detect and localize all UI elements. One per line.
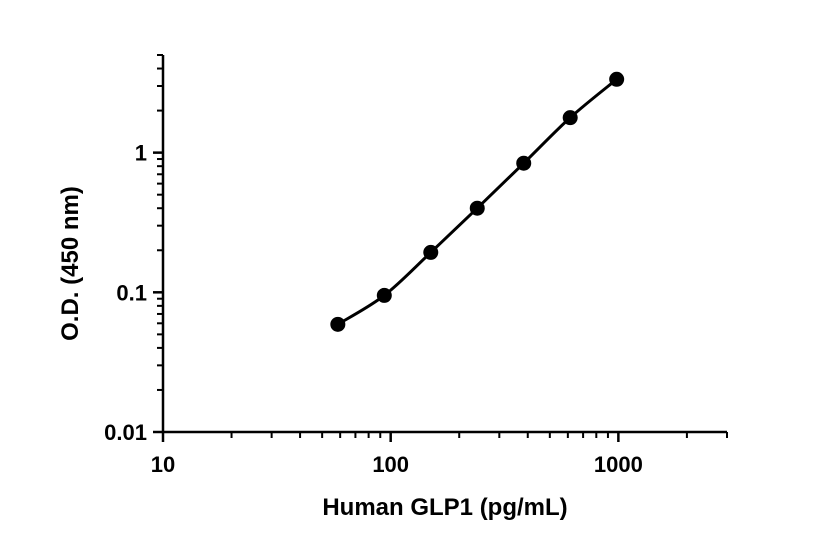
y-tick-label: 0.1 xyxy=(116,280,147,305)
data-point xyxy=(562,110,578,126)
data-point xyxy=(423,244,439,260)
x-ticks: 10 100 1000 xyxy=(151,432,728,477)
data-point xyxy=(516,155,532,171)
x-axis-title: Human GLP1 (pg/mL) xyxy=(322,494,567,521)
axes: 10 100 1000 0.01 0.1 1 xyxy=(104,54,728,477)
y-ticks: 0.01 0.1 1 xyxy=(104,54,163,445)
x-tick-label: 10 xyxy=(151,452,175,477)
y-tick-label: 1 xyxy=(135,141,147,166)
data-point xyxy=(469,200,485,216)
x-tick-label: 1000 xyxy=(594,452,643,477)
data-point xyxy=(330,316,346,332)
data-point xyxy=(376,287,392,303)
x-tick-label: 100 xyxy=(372,452,409,477)
y-axis-title: O.D. (450 nm) xyxy=(57,186,84,341)
data-point xyxy=(609,71,625,87)
y-tick-label: 0.01 xyxy=(104,420,147,445)
plot-area xyxy=(330,71,625,332)
